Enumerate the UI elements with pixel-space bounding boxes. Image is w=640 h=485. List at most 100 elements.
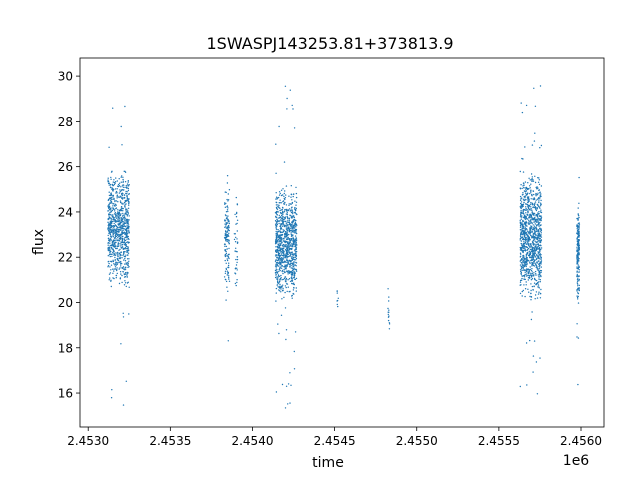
data-point bbox=[578, 258, 580, 260]
data-point bbox=[128, 260, 130, 262]
data-point bbox=[119, 200, 122, 202]
data-point bbox=[227, 215, 229, 217]
data-point bbox=[538, 255, 540, 257]
data-point bbox=[536, 214, 538, 216]
data-point bbox=[536, 241, 539, 243]
data-point bbox=[277, 257, 280, 259]
data-point bbox=[528, 253, 531, 256]
data-point bbox=[236, 242, 239, 244]
data-point bbox=[528, 269, 530, 271]
data-point bbox=[279, 230, 281, 232]
data-point bbox=[524, 247, 526, 250]
data-point bbox=[578, 222, 580, 224]
data-point bbox=[539, 297, 542, 299]
data-point bbox=[112, 196, 114, 198]
data-point bbox=[531, 251, 533, 253]
data-point bbox=[122, 248, 125, 250]
data-point bbox=[292, 266, 294, 268]
data-point bbox=[108, 204, 110, 206]
data-point bbox=[278, 275, 281, 278]
data-point bbox=[108, 232, 110, 234]
data-point bbox=[293, 283, 295, 286]
data-point bbox=[225, 245, 228, 248]
data-point bbox=[122, 251, 125, 253]
x-axis: 2.4530 2.4535 2.4540 2.4545 2.4550 2.4555 2.45… bbox=[67, 427, 602, 448]
data-point bbox=[124, 260, 127, 262]
data-point bbox=[123, 223, 125, 226]
data-point bbox=[118, 253, 120, 255]
data-point bbox=[127, 207, 130, 209]
data-point bbox=[235, 212, 238, 215]
data-point bbox=[286, 212, 288, 214]
data-point bbox=[527, 248, 529, 251]
data-point bbox=[117, 215, 119, 217]
data-point bbox=[126, 235, 129, 237]
data-point bbox=[523, 196, 525, 198]
data-point bbox=[236, 256, 239, 258]
data-point bbox=[524, 217, 526, 220]
data-point bbox=[108, 207, 110, 210]
data-point bbox=[538, 291, 540, 293]
data-point bbox=[125, 185, 128, 187]
data-point bbox=[228, 257, 230, 260]
data-point bbox=[538, 265, 540, 268]
data-point bbox=[534, 218, 536, 220]
data-point bbox=[112, 205, 114, 207]
data-point bbox=[123, 238, 125, 241]
data-point bbox=[519, 237, 522, 240]
data-point bbox=[529, 216, 531, 218]
data-point bbox=[287, 218, 289, 220]
data-point bbox=[296, 244, 298, 246]
data-point bbox=[536, 246, 538, 248]
data-point bbox=[519, 219, 521, 222]
data-point bbox=[533, 275, 535, 277]
data-point bbox=[519, 188, 522, 190]
data-point bbox=[537, 284, 540, 286]
data-point bbox=[526, 262, 528, 265]
data-point bbox=[278, 222, 280, 225]
data-point bbox=[524, 258, 526, 260]
data-point bbox=[531, 226, 533, 228]
data-point bbox=[535, 282, 538, 285]
data-point bbox=[387, 307, 389, 310]
data-point bbox=[295, 242, 297, 244]
data-point bbox=[116, 195, 118, 197]
data-point bbox=[295, 250, 298, 253]
data-point bbox=[283, 197, 285, 200]
data-point bbox=[225, 211, 228, 213]
data-point bbox=[288, 239, 291, 241]
data-point bbox=[288, 221, 290, 224]
data-point bbox=[115, 235, 118, 238]
data-point bbox=[127, 213, 130, 215]
data-point bbox=[226, 270, 229, 272]
data-point bbox=[520, 224, 522, 226]
data-point bbox=[539, 194, 541, 196]
data-point bbox=[291, 223, 293, 225]
data-point bbox=[295, 207, 297, 210]
data-point bbox=[228, 278, 230, 280]
data-point bbox=[122, 189, 125, 191]
data-point bbox=[577, 219, 579, 221]
data-point bbox=[119, 227, 122, 229]
data-point bbox=[128, 313, 130, 315]
data-point bbox=[337, 305, 339, 308]
data-point bbox=[118, 178, 120, 180]
data-point bbox=[108, 225, 110, 228]
data-point bbox=[228, 222, 230, 225]
data-point bbox=[529, 179, 531, 181]
data-point bbox=[524, 273, 526, 276]
data-point bbox=[577, 337, 580, 339]
data-point bbox=[107, 255, 110, 257]
data-point bbox=[115, 241, 117, 244]
data-point bbox=[534, 231, 536, 233]
data-point bbox=[109, 184, 112, 186]
data-point bbox=[279, 287, 281, 289]
data-point bbox=[274, 272, 277, 274]
data-point bbox=[127, 224, 130, 226]
data-point bbox=[127, 252, 130, 254]
data-point bbox=[531, 246, 533, 248]
data-point bbox=[578, 244, 580, 247]
data-point bbox=[118, 192, 121, 194]
data-point bbox=[524, 222, 526, 224]
data-point bbox=[112, 250, 115, 252]
